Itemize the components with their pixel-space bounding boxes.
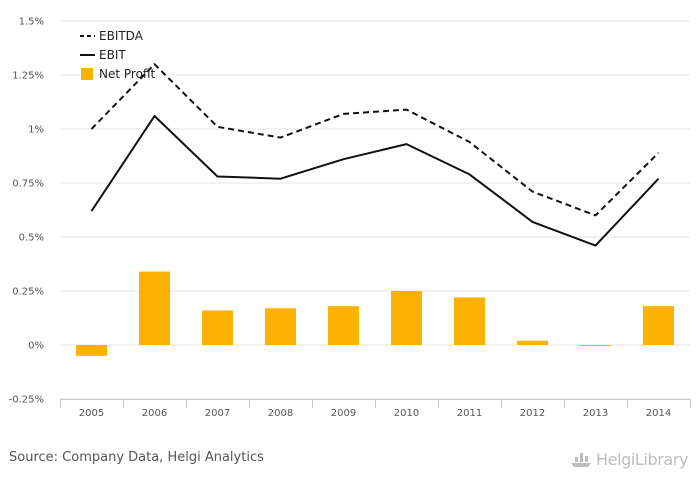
x-tick-label: 2008 <box>268 408 293 419</box>
y-tick-label: -0.25% <box>9 395 44 406</box>
legend-swatch-net-profit <box>81 68 93 80</box>
y-axis: 1.5% 1.25% 1% 0.75% 0.5% 0.25% 0% -0.25% <box>9 17 44 406</box>
legend-label-ebit: EBIT <box>99 48 126 62</box>
y-tick-label: 0.5% <box>19 233 44 244</box>
net-profit-bar <box>139 271 170 345</box>
net-profit-bar <box>76 345 107 356</box>
x-tick-label: 2011 <box>457 408 482 419</box>
net-profit-bar <box>202 310 233 345</box>
net-profit-bar <box>265 308 296 345</box>
brand-name: HelgiLibrary <box>596 449 689 469</box>
y-tick-label: 1% <box>28 125 44 136</box>
legend-label-ebitda: EBITDA <box>99 29 144 43</box>
y-tick-label: 0.25% <box>12 287 44 298</box>
net-profit-bar <box>454 297 485 345</box>
net-profit-bar <box>643 306 674 345</box>
helgi-library-logo: HelgiLibrary <box>570 448 688 470</box>
y-tick-label: 1.5% <box>19 17 44 28</box>
y-tick-label: 0% <box>28 341 44 352</box>
line-series <box>90 63 660 247</box>
net-profit-bars <box>76 271 674 356</box>
ebitda-line <box>90 63 660 217</box>
x-tick-label: 2013 <box>583 408 608 419</box>
x-tick-label: 2005 <box>79 408 104 419</box>
x-axis: 2005 2006 2007 2008 2009 2010 2011 2012 2013 2014 <box>60 399 691 419</box>
source-note: Source: Company Data, Helgi Analytics <box>9 450 264 465</box>
net-profit-bar <box>580 345 611 347</box>
legend-label-net-profit: Net Profit <box>99 67 155 81</box>
y-tick-label: 1.25% <box>12 71 44 82</box>
x-tick-label: 2012 <box>520 408 545 419</box>
net-profit-bar <box>391 291 422 345</box>
legend: EBITDA EBIT Net Profit <box>80 29 155 81</box>
x-tick-label: 2010 <box>394 408 419 419</box>
x-tick-label: 2007 <box>205 408 230 419</box>
x-tick-label: 2006 <box>142 408 167 419</box>
net-profit-bar <box>328 306 359 345</box>
x-tick-label: 2014 <box>646 408 671 419</box>
x-tick-label: 2009 <box>331 408 356 419</box>
ebit-line <box>90 115 660 247</box>
ship-icon <box>571 453 591 467</box>
y-tick-label: 0.75% <box>12 179 44 190</box>
net-profit-bar <box>517 340 548 345</box>
